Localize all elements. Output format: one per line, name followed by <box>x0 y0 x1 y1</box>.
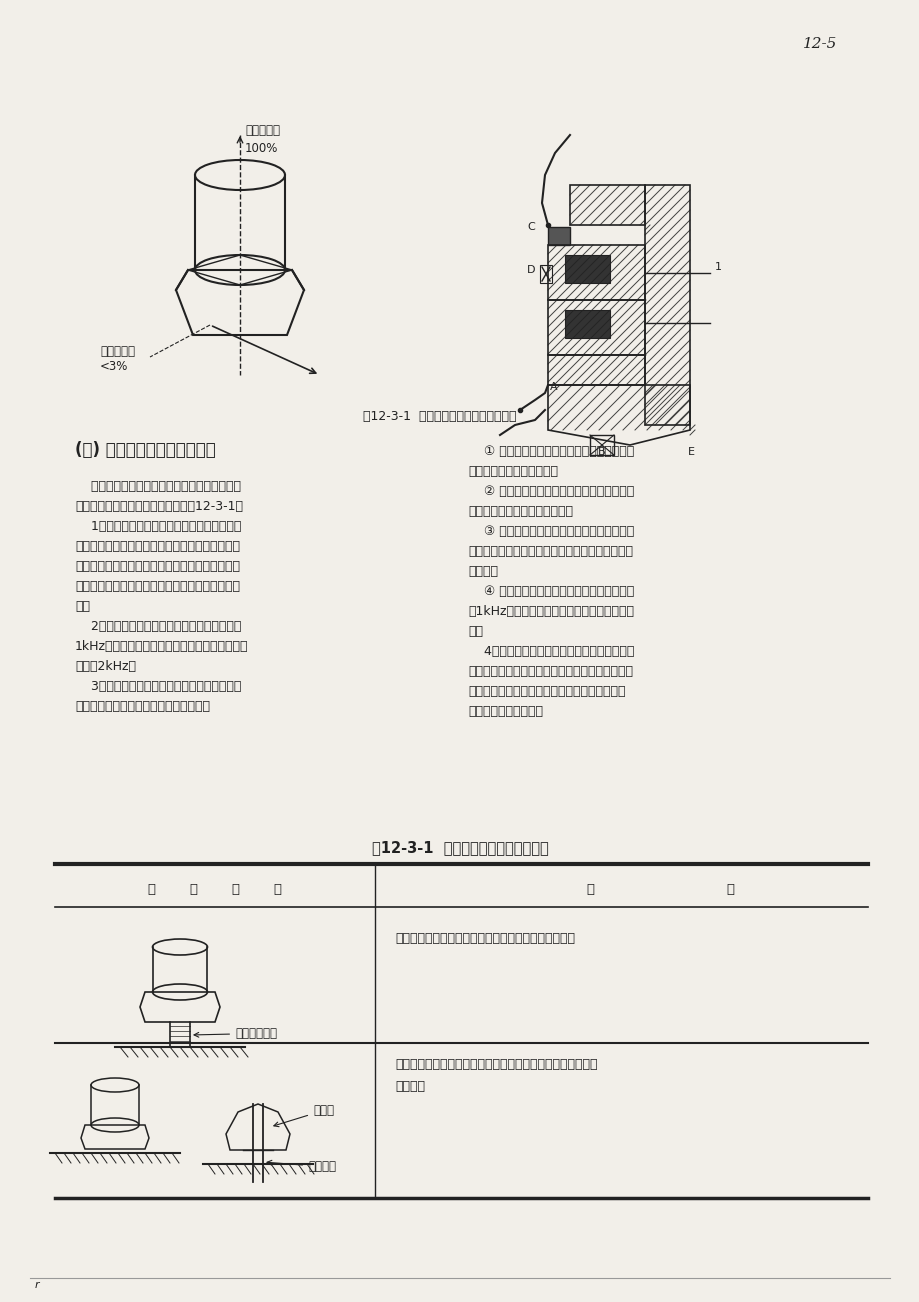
Text: 2）磁吸座固定仅适用于低频，振动较大超过: 2）磁吸座固定仅适用于低频，振动较大超过 <box>75 620 241 633</box>
Bar <box>548 245 644 299</box>
Text: 会产生接地回路电流，引起测量误差，可在传感器: 会产生接地回路电流，引起测量误差，可在传感器 <box>468 665 632 678</box>
Text: 1: 1 <box>714 262 721 272</box>
Text: 栓，以切断接地回路。: 栓，以切断接地回路。 <box>468 704 542 717</box>
Text: 1kHz就难以吸牢。当测量微振低加速度，最多可: 1kHz就难以吸牢。当测量微振低加速度，最多可 <box>75 641 248 654</box>
Text: 图12-3-1  加速度计灵敏度及安装位置图: 图12-3-1 加速度计灵敏度及安装位置图 <box>363 410 516 423</box>
Text: 横向灵敏度: 横向灵敏度 <box>100 345 135 358</box>
Text: 加速度计的安装与使用方式不同，其频率特性: 加速度计的安装与使用方式不同，其频率特性 <box>75 480 241 493</box>
Text: 与安装表面之间加云母片或绝缘片，采用绝缘螺: 与安装表面之间加云母片或绝缘片，采用绝缘螺 <box>468 685 625 698</box>
Text: 4）有时由于加速度计及测量仪器各自接地，: 4）有时由于加速度计及测量仪器各自接地， <box>468 644 634 658</box>
Text: 击振动。: 击振动。 <box>468 565 497 578</box>
Text: A: A <box>550 381 557 392</box>
Text: ① 手持探针应垂直于测量点基线，如果倾斜: ① 手持探针应垂直于测量点基线，如果倾斜 <box>468 445 633 458</box>
Text: 安        装        方        法: 安 装 方 法 <box>148 883 282 896</box>
Bar <box>539 266 551 283</box>
Text: r: r <box>35 1280 40 1290</box>
Text: (二) 加速度计安装方法的选择: (二) 加速度计安装方法的选择 <box>75 441 216 460</box>
Text: ② 每次测量必须在同一位置同一方向，稍有: ② 每次测量必须在同一位置同一方向，稍有 <box>468 486 633 497</box>
Bar <box>570 185 644 225</box>
Bar <box>548 355 644 385</box>
Text: 量1kHz以下的振动，对高频振动信号则损耗较: 量1kHz以下的振动，对高频振动信号则损耗较 <box>468 605 633 618</box>
Text: 针中装有加速度传感器，使用中应注意：: 针中装有加速度传感器，使用中应注意： <box>75 700 210 713</box>
Text: 这是最好的安装法、有如将传感器与被测体看成为整体: 这是最好的安装法、有如将传感器与被测体看成为整体 <box>394 932 574 945</box>
Text: 气绝缘时: 气绝缘时 <box>394 1079 425 1092</box>
Text: 头螺栓牢固地固定在监测点上。有些监测点也可以: 头螺栓牢固地固定在监测点上。有些监测点也可以 <box>75 560 240 573</box>
Text: 用。: 用。 <box>75 600 90 613</box>
Text: 1）凡用于长期状态监测以及对故障信号需作: 1）凡用于长期状态监测以及对故障信号需作 <box>75 519 241 533</box>
Text: 移动也会造成很大的测量误差。: 移动也会造成很大的测量误差。 <box>468 505 573 518</box>
Text: 使用到2kHz。: 使用到2kHz。 <box>75 660 136 673</box>
Text: 就会造成较大的测量误差。: 就会造成较大的测量误差。 <box>468 465 558 478</box>
Text: ③ 探针抵触测点要用力适中，不可过猛使基: ③ 探针抵触测点要用力适中，不可过猛使基 <box>468 525 633 538</box>
Text: 3）巡回点检用的便携式仪器，常在手持式探: 3）巡回点检用的便携式仪器，常在手持式探 <box>75 680 241 693</box>
Text: 绝缘螺栓: 绝缘螺栓 <box>267 1160 335 1173</box>
Text: 用绝缘螺栓定定，其特点与钢制双头螺栓相同。但用于需要电: 用绝缘螺栓定定，其特点与钢制双头螺栓相同。但用于需要电 <box>394 1059 596 1072</box>
Bar <box>564 255 609 283</box>
Text: 100%: 100% <box>244 142 278 155</box>
Bar <box>589 435 613 454</box>
Text: 征: 征 <box>725 883 733 896</box>
Text: <3%: <3% <box>100 359 129 372</box>
Text: 12-5: 12-5 <box>802 36 836 51</box>
Text: E: E <box>687 447 694 457</box>
Text: 座应变造成输出增大，也不可太轻因虚接触引起冲: 座应变造成输出增大，也不可太轻因虚接触引起冲 <box>468 546 632 559</box>
Bar <box>644 185 689 424</box>
Text: 大。: 大。 <box>468 625 482 638</box>
Bar <box>548 299 644 355</box>
Text: 只有双头螺栓，而不安装传感器，以供巡回点检使: 只有双头螺栓，而不安装传感器，以供巡回点检使 <box>75 579 240 592</box>
Text: 钢制双头螺栓: 钢制双头螺栓 <box>194 1027 277 1040</box>
Bar <box>548 227 570 245</box>
Bar <box>564 310 609 339</box>
Text: 绝缘体: 绝缘体 <box>274 1104 334 1126</box>
Text: D: D <box>526 266 535 275</box>
Text: 表12-3-1  加速度计的安装方法及特征: 表12-3-1 加速度计的安装方法及特征 <box>371 840 548 855</box>
Text: 频谱分析，且对高频信号有需要时，应尽量采用双: 频谱分析，且对高频信号有需要时，应尽量采用双 <box>75 540 240 553</box>
Text: C: C <box>527 223 535 232</box>
Text: 轴向灵敏度: 轴向灵敏度 <box>244 124 279 137</box>
Text: 也不一样，不同的安装及特性列于表12-3-1。: 也不一样，不同的安装及特性列于表12-3-1。 <box>75 500 243 513</box>
Text: B: B <box>597 447 605 457</box>
Text: 特: 特 <box>585 883 594 896</box>
Text: ④ 要防止发生接触共振现象，一般只适宜测: ④ 要防止发生接触共振现象，一般只适宜测 <box>468 585 633 598</box>
